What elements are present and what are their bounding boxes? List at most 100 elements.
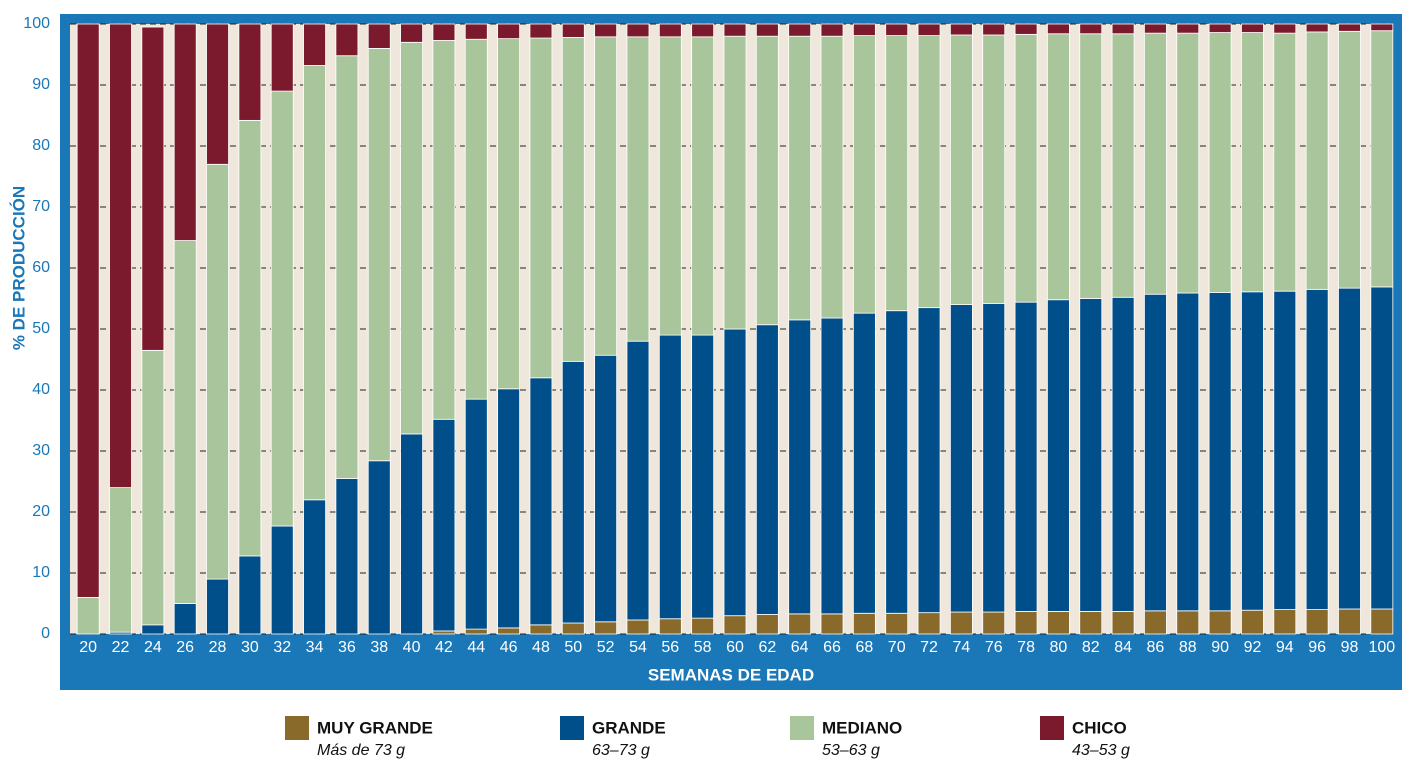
bar-segment <box>497 388 521 629</box>
bar-segment <box>1208 291 1232 612</box>
bar-segment <box>1079 298 1103 612</box>
bar-segment <box>173 23 197 241</box>
bar-segment <box>658 23 682 38</box>
x-tick-label: 22 <box>112 639 130 656</box>
bar-segment <box>1144 32 1167 295</box>
x-tick-label: 28 <box>209 639 227 656</box>
x-tick-label: 84 <box>1114 639 1132 656</box>
bar-segment <box>982 34 1006 304</box>
x-tick-label: 30 <box>241 639 259 656</box>
bar-segment <box>594 36 618 356</box>
bar-segment <box>1273 609 1297 635</box>
bar-segment <box>917 35 941 309</box>
bar-segment <box>497 23 521 40</box>
bar-segment <box>141 349 165 626</box>
x-tick-label: 20 <box>79 639 97 656</box>
x-axis-label: SEMANAS DE EDAD <box>648 665 814 684</box>
legend-swatch <box>285 716 309 740</box>
bar-segment <box>1079 33 1103 299</box>
bar-segment <box>1273 23 1297 34</box>
bar-segment <box>1273 290 1297 611</box>
bar-segment <box>1338 23 1361 32</box>
bar-segment <box>238 555 262 635</box>
y-tick-label: 30 <box>32 442 50 459</box>
x-tick-label: 36 <box>338 639 356 656</box>
x-tick-label: 74 <box>952 639 970 656</box>
bar-segment <box>1370 286 1394 610</box>
bar-segment <box>497 38 521 390</box>
bar-segment <box>367 23 391 49</box>
bar-segment <box>594 621 618 635</box>
bar-segment <box>885 23 909 36</box>
bar-segment <box>885 310 909 614</box>
bar-segment <box>691 23 715 38</box>
x-tick-label: 98 <box>1341 639 1359 656</box>
bar-segment <box>1144 610 1167 635</box>
y-tick-label: 80 <box>32 137 50 154</box>
x-tick-label: 34 <box>306 639 324 656</box>
legend-description: 43–53 g <box>1072 742 1130 759</box>
bar-segment <box>400 433 423 635</box>
bar-segment <box>788 613 812 635</box>
bar-segment <box>788 35 812 321</box>
bar-segment <box>852 312 876 614</box>
bar-segment <box>1208 32 1232 293</box>
bar-segment <box>1208 610 1232 635</box>
bar-segment <box>206 23 229 165</box>
bar-segment <box>1111 33 1135 298</box>
bar-segment <box>432 418 456 632</box>
legend-label: GRANDE <box>592 718 666 737</box>
bar-segment <box>626 619 650 635</box>
x-tick-label: 60 <box>726 639 744 656</box>
bar-segment <box>1305 609 1329 635</box>
legend-swatch <box>1040 716 1064 740</box>
bar-segment <box>206 163 229 580</box>
x-tick-label: 32 <box>273 639 291 656</box>
bar-segment <box>1338 608 1361 635</box>
x-tick-label: 96 <box>1308 639 1326 656</box>
x-tick-label: 94 <box>1276 639 1294 656</box>
bar-segment <box>238 23 262 121</box>
bar-segment <box>561 622 585 635</box>
bar-segment <box>1014 301 1038 612</box>
bar-segment <box>1370 30 1394 288</box>
x-tick-label: 44 <box>467 639 485 656</box>
bar-segment <box>497 627 521 635</box>
bar-segment <box>367 460 391 635</box>
y-axis-label: % DE PRODUCCIÓN <box>9 186 28 350</box>
bar-segment <box>432 23 456 41</box>
bar-segment <box>1208 23 1232 33</box>
legend-description: Más de 73 g <box>317 742 405 759</box>
x-tick-label: 62 <box>758 639 776 656</box>
bar-segment <box>238 119 262 557</box>
bar-segment <box>1144 293 1167 612</box>
bar-segment <box>1241 609 1264 635</box>
bar-segment <box>1111 23 1135 35</box>
y-tick-label: 40 <box>32 381 50 398</box>
bar-segment <box>658 36 682 336</box>
bar-segment <box>626 23 650 38</box>
bar-segment <box>820 317 844 615</box>
bar-segment <box>626 36 650 342</box>
bar-segment <box>1241 23 1264 33</box>
bar-segment <box>1176 610 1200 635</box>
x-tick-label: 78 <box>1017 639 1035 656</box>
bar-segment <box>723 23 747 37</box>
legend-swatch <box>790 716 814 740</box>
legend-label: MUY GRANDE <box>317 718 433 737</box>
bar-segment <box>723 328 747 617</box>
bar-segment <box>885 612 909 635</box>
bar-segment <box>141 624 165 635</box>
bar-segment <box>755 35 779 326</box>
x-tick-label: 40 <box>403 639 421 656</box>
bar-segment <box>1370 608 1394 635</box>
y-tick-label: 70 <box>32 198 50 215</box>
bar-segment <box>335 55 359 479</box>
bar-segment <box>206 578 229 635</box>
bar-segment <box>691 617 715 635</box>
bar-segment <box>1079 23 1103 35</box>
bar-segment <box>949 611 973 635</box>
x-tick-label: 54 <box>629 639 647 656</box>
bar-segment <box>400 23 423 43</box>
x-tick-label: 66 <box>823 639 841 656</box>
